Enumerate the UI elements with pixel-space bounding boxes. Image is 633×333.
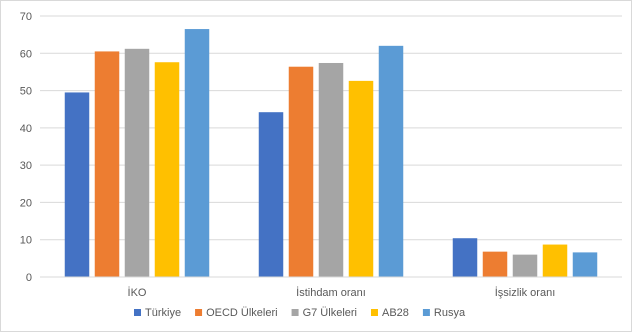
y-tick-label: 40 <box>20 123 32 135</box>
bar <box>378 45 404 278</box>
bar <box>512 254 538 277</box>
bar <box>154 62 180 278</box>
bar <box>348 80 374 278</box>
bar <box>258 112 284 277</box>
legend-label: OECD Ülkeleri <box>206 307 278 319</box>
y-axis-ticks: 0 10 20 30 40 50 60 70 <box>20 11 32 284</box>
x-axis-labels: İKO İstihdam oranı İşsizlik oranı <box>128 286 556 299</box>
legend-swatch <box>134 309 141 316</box>
bar <box>572 252 598 277</box>
legend-label: Rusya <box>434 307 466 319</box>
bar <box>482 251 508 277</box>
bars <box>64 29 598 278</box>
legend: Türkiye OECD Ülkeleri G7 Ülkeleri AB28 Rusya <box>134 307 466 319</box>
y-tick-label: 10 <box>20 235 32 247</box>
bar <box>184 29 210 277</box>
y-tick-label: 70 <box>20 11 32 23</box>
legend-swatch <box>370 309 378 316</box>
y-tick-label: 0 <box>26 272 32 284</box>
bar <box>94 51 120 277</box>
legend-label: AB28 <box>382 307 409 319</box>
bar <box>542 244 568 277</box>
bar <box>452 238 478 277</box>
bar <box>64 92 90 277</box>
bar <box>318 62 344 278</box>
legend-swatch <box>195 309 203 316</box>
y-tick-label: 60 <box>20 48 32 60</box>
legend-swatch <box>422 309 430 316</box>
legend-label: G7 Ülkeleri <box>303 307 357 319</box>
bar <box>288 66 314 277</box>
x-tick-label: İşsizlik oranı <box>495 286 556 299</box>
legend-swatch <box>291 309 299 316</box>
x-tick-label: İstihdam oranı <box>296 286 366 299</box>
y-tick-label: 20 <box>20 197 32 209</box>
y-tick-label: 50 <box>20 86 32 98</box>
y-tick-label: 30 <box>20 160 32 172</box>
bar <box>124 48 150 277</box>
legend-label: Türkiye <box>145 307 181 319</box>
x-tick-label: İKO <box>128 286 147 299</box>
